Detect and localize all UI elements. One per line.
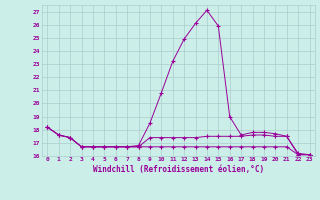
X-axis label: Windchill (Refroidissement éolien,°C): Windchill (Refroidissement éolien,°C) <box>93 165 264 174</box>
